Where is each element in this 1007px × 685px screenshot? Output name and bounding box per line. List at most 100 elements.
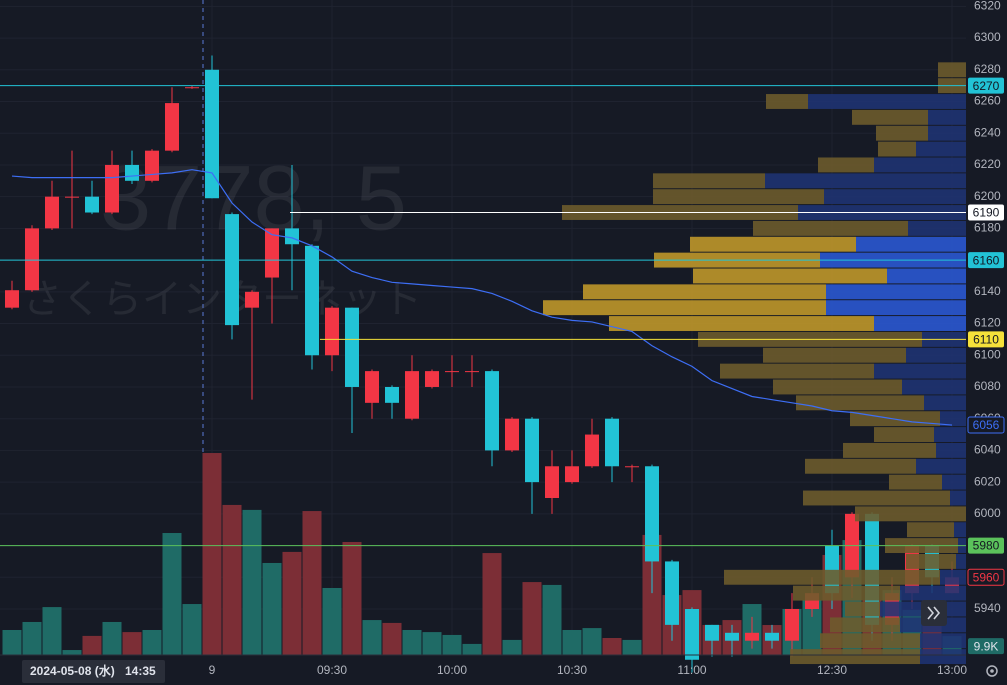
profile-up	[653, 173, 765, 189]
candle-body	[25, 228, 39, 291]
profile-down	[942, 474, 966, 490]
profile-up	[609, 316, 874, 331]
volume-bar	[222, 504, 242, 655]
candle-body	[265, 228, 279, 278]
profile-up	[773, 379, 902, 395]
settings-icon-dot[interactable]	[990, 669, 994, 673]
profile-up	[906, 553, 956, 569]
y-tick-label: 6040	[974, 443, 1001, 457]
vwap-label: 6056	[973, 418, 1000, 432]
volume-bar	[22, 621, 42, 655]
volume-bar	[462, 643, 482, 655]
profile-down	[874, 157, 966, 173]
volume-bar	[142, 629, 162, 655]
volume-bar	[202, 453, 222, 655]
volume-bar	[82, 635, 102, 655]
y-tick-label: 6260	[974, 94, 1001, 108]
y-tick-label: 6080	[974, 379, 1001, 393]
level-label-box	[968, 331, 1004, 348]
candle-body	[685, 609, 699, 660]
profile-up	[753, 220, 908, 236]
volume-bar	[162, 533, 182, 655]
y-tick-label: 6000	[974, 506, 1001, 520]
y-tick-label: 6200	[974, 189, 1001, 203]
profile-up	[818, 157, 874, 173]
volume-bar	[42, 607, 62, 655]
candle-body	[305, 245, 319, 356]
volume-bar	[262, 562, 282, 655]
candle-body	[5, 290, 19, 308]
candle-body	[185, 87, 199, 89]
candle-body	[705, 624, 719, 641]
settings-icon[interactable]	[986, 665, 998, 677]
candle-body	[605, 418, 619, 467]
profile-down	[908, 220, 966, 236]
profile-up	[845, 601, 880, 617]
overlays	[0, 85, 966, 547]
volume-bar	[902, 609, 922, 655]
candle-body	[505, 418, 519, 451]
volume-bar	[362, 620, 382, 655]
profile-up	[876, 125, 928, 141]
candle-body	[565, 466, 579, 483]
volume-label-box	[968, 638, 1004, 655]
x-tick-label: 10:30	[557, 663, 587, 677]
candle-body	[45, 196, 59, 229]
volume-bar	[522, 582, 542, 655]
candle-body	[245, 291, 259, 308]
profile-up	[820, 633, 920, 649]
profile-up	[543, 300, 826, 316]
profile-down	[920, 649, 966, 665]
profile-up	[693, 268, 887, 284]
profile-down	[874, 316, 966, 331]
volume-bar	[182, 604, 202, 655]
volume-profile	[543, 62, 966, 665]
candle-body	[225, 214, 239, 326]
volume-bar	[502, 639, 522, 655]
profile-up	[766, 94, 808, 109]
profile-up	[878, 141, 916, 157]
candle-body	[365, 371, 379, 403]
volume-bar	[302, 511, 322, 655]
x-tick-label: 12:30	[817, 663, 847, 677]
y-tick-label: 6320	[974, 0, 1001, 13]
candle-body	[725, 632, 739, 641]
profile-up	[830, 617, 900, 633]
volume-bar	[342, 541, 362, 655]
volume-bar	[102, 621, 122, 655]
profile-down	[916, 141, 966, 157]
y-tick-label: 6180	[974, 221, 1001, 235]
volume-bar	[242, 509, 262, 655]
volume-label: 9.9K	[974, 639, 999, 653]
candle-body	[545, 466, 559, 498]
volume-bar	[62, 650, 82, 655]
level-label: 5980	[973, 539, 1000, 553]
profile-down	[928, 109, 966, 125]
y-tick-label: 5940	[974, 601, 1001, 615]
candle-body	[285, 228, 299, 245]
profile-down	[856, 236, 966, 252]
scroll-icon[interactable]	[927, 606, 941, 620]
candle-body	[665, 561, 679, 625]
axis-labels: 5940596059806000602060406060608061006120…	[209, 0, 1005, 677]
y-tick-label: 6120	[974, 316, 1001, 330]
volume-bar	[622, 639, 642, 655]
x-tick-label: 09:30	[317, 663, 347, 677]
crosshair-time: 14:35	[125, 664, 156, 678]
profile-down	[826, 284, 966, 300]
level-label-box	[968, 252, 1004, 269]
volume-bar	[2, 629, 22, 655]
profile-up	[583, 284, 826, 300]
volume-bar	[282, 551, 302, 655]
candle-body	[65, 196, 79, 198]
level-label-box	[968, 77, 1004, 94]
profile-down	[920, 633, 966, 649]
profile-up	[805, 458, 916, 474]
volume-bar	[562, 629, 582, 655]
y-tick-label: 6300	[974, 30, 1001, 44]
candle-body	[485, 371, 499, 451]
profile-down	[934, 427, 966, 443]
x-tick-label: 9	[209, 663, 216, 677]
level-label-box	[968, 537, 1004, 554]
profile-up	[843, 442, 936, 458]
